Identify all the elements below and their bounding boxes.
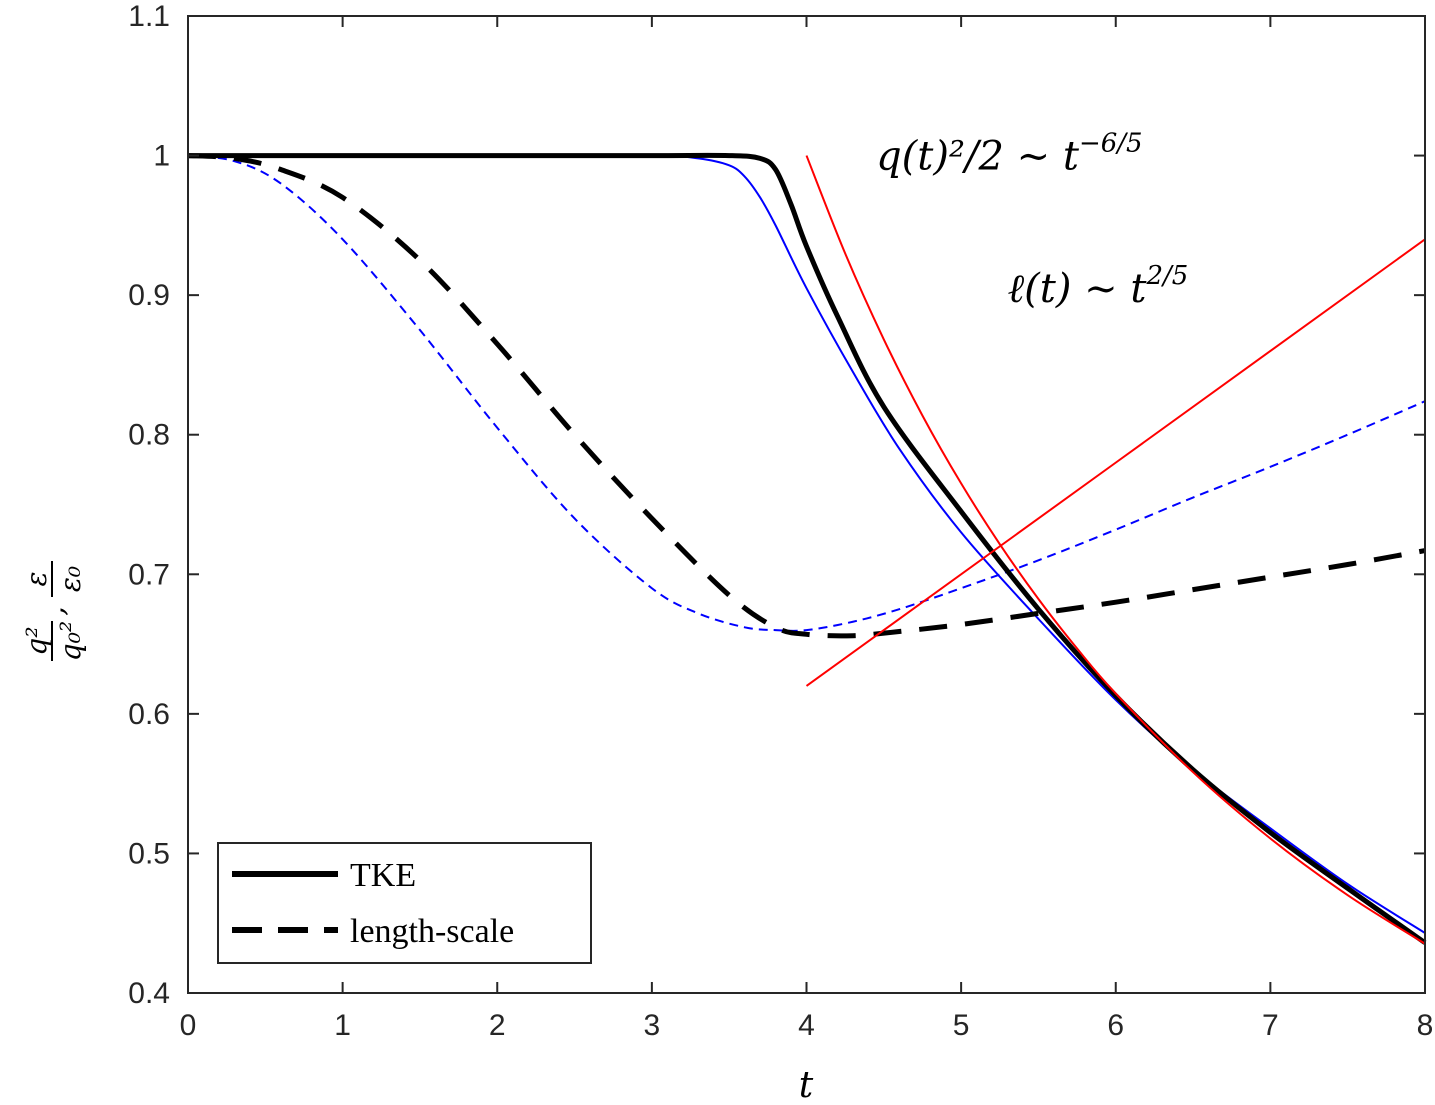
y-tick-label: 0.9 xyxy=(128,279,170,312)
y-tick-labels: 0.4 0.5 0.6 0.7 0.8 0.9 1 1.1 xyxy=(128,0,170,1010)
y-tick-label: 0.4 xyxy=(128,977,170,1010)
y-tick-label: 0.6 xyxy=(128,698,170,731)
tick-marks xyxy=(187,15,1426,994)
x-tick-label: 0 xyxy=(180,1009,197,1042)
y-tick-label: 0.8 xyxy=(128,419,170,452)
legend-box xyxy=(217,842,592,964)
legend: TKE length-scale xyxy=(217,842,592,964)
x-tick-label: 5 xyxy=(953,1009,970,1042)
y-tick-label: 1 xyxy=(153,140,170,173)
x-tick-label: 8 xyxy=(1417,1009,1434,1042)
y-tick-label: 0.7 xyxy=(128,558,170,591)
annotation-tke-power-law: q(t)²/2 ∼ t−6/5 xyxy=(876,129,1143,180)
annotation-length-scale-power-law: ℓ(t) ∼ t2/5 xyxy=(1008,261,1189,312)
annotation-tke-text: q(t)²/2 ∼ t xyxy=(876,134,1080,180)
series-line-fit_ls xyxy=(805,238,1426,687)
legend-label-length-scale: length-scale xyxy=(350,913,514,950)
y-label-den-1: q₀² xyxy=(54,621,87,661)
y-tick-label: 0.5 xyxy=(128,837,170,870)
data-series-group xyxy=(187,152,1427,945)
annotation-ls-exponent: 2/5 xyxy=(1145,261,1188,291)
series-line-ls xyxy=(187,153,1426,639)
x-tick-label: 2 xyxy=(489,1009,506,1042)
x-tick-label: 7 xyxy=(1262,1009,1279,1042)
x-tick-label: 6 xyxy=(1107,1009,1124,1042)
y-label-num-1: q² xyxy=(20,626,53,655)
x-axis-label: t xyxy=(799,1065,814,1105)
y-label-den-2: ε₀ xyxy=(54,566,87,592)
annotation-tke-exponent: −6/5 xyxy=(1079,129,1143,159)
series-line-tke xyxy=(188,152,1427,945)
y-tick-label: 1.1 xyxy=(128,0,170,33)
y-axis-label: q² q₀² , ε ε₀ xyxy=(20,561,87,661)
series-line-fit_tke xyxy=(805,155,1426,945)
x-tick-label: 4 xyxy=(798,1009,815,1042)
y-label-num-2: ε xyxy=(20,571,53,586)
series-line-ls_b xyxy=(187,154,1426,632)
x-tick-label: 3 xyxy=(644,1009,661,1042)
annotation-ls-text: ℓ(t) ∼ t xyxy=(1008,266,1148,312)
y-label-separator: , xyxy=(37,606,72,616)
x-tick-label: 1 xyxy=(334,1009,351,1042)
x-tick-labels: 0 1 2 3 4 5 6 7 8 xyxy=(180,1009,1434,1042)
legend-label-tke: TKE xyxy=(350,857,416,894)
series-line-tke_b xyxy=(188,154,1426,934)
